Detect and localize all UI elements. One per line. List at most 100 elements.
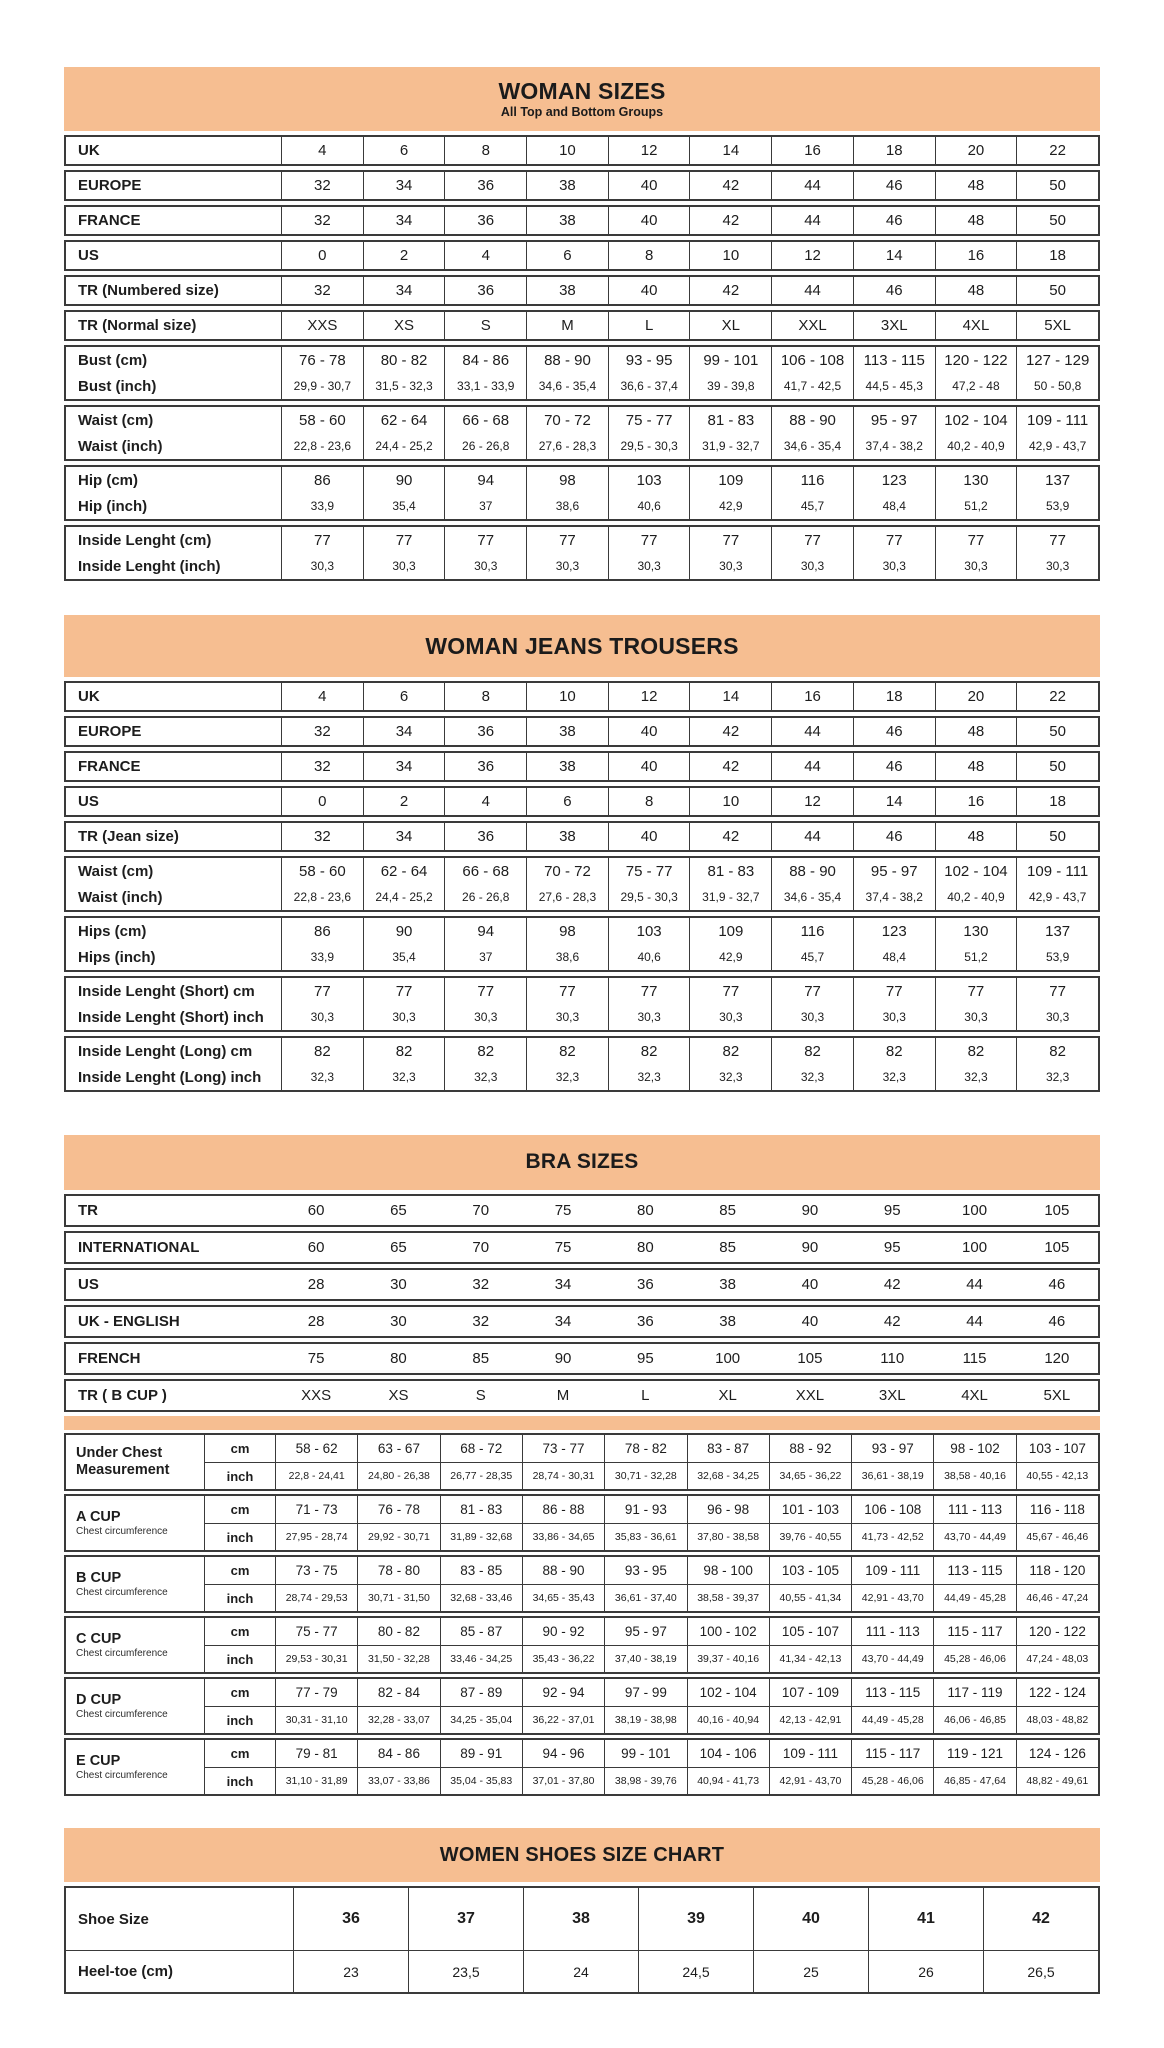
value-cell: 24,4 - 25,2 xyxy=(362,884,445,910)
value-cell: 10 xyxy=(689,788,771,815)
value-cell: 32,3 xyxy=(444,1064,526,1090)
value-cell: 90 xyxy=(362,918,445,944)
value-cell: 4 xyxy=(444,788,526,815)
value-cell: 53,9 xyxy=(1016,944,1098,970)
cup-row-group: Under Chest Measurement cm 58 - 62 63 - 67 6… xyxy=(64,1433,1100,1491)
row-label: TR (Jean size) xyxy=(78,828,179,845)
value-cell: 77 xyxy=(1016,978,1098,1004)
value-cell: 48 xyxy=(934,823,1017,850)
value-cell: 99 - 101 xyxy=(689,347,771,373)
value-cell: 33,1 - 33,9 xyxy=(444,373,526,399)
value-cell: 42,91 - 43,70 xyxy=(768,1767,852,1794)
value-cell: 33,07 - 33,86 xyxy=(357,1767,440,1794)
row-label: TR ( B CUP ) xyxy=(78,1387,167,1404)
value-cell: 65 xyxy=(390,1239,407,1256)
value-cell: 34 xyxy=(362,823,445,850)
value-cell: 18 xyxy=(852,137,935,164)
value-cell: 22,8 - 23,6 xyxy=(281,884,363,910)
value-cell: 37,80 - 38,58 xyxy=(686,1523,769,1550)
value-cell: 123 xyxy=(852,918,935,944)
value-cell: 44 xyxy=(771,207,853,234)
value-cell: 40 xyxy=(607,823,690,850)
value-cell: 50 xyxy=(1016,277,1098,304)
value-cell: 113 - 115 xyxy=(933,1557,1015,1584)
value-cell: 79 - 81 xyxy=(275,1740,357,1767)
value-cell: 32,3 xyxy=(607,1064,690,1090)
value-cell: 34,6 - 35,4 xyxy=(771,433,853,459)
row-label: UK xyxy=(78,142,100,159)
value-cell: 48,4 xyxy=(852,944,935,970)
value-cell: 96 - 98 xyxy=(686,1496,769,1523)
value-cell: 87 - 89 xyxy=(439,1679,522,1706)
value-cell: 27,6 - 28,3 xyxy=(526,433,608,459)
value-cell: 76 - 78 xyxy=(357,1496,439,1523)
value-cell: 82 xyxy=(689,1038,771,1064)
value-cell: 36 xyxy=(444,207,526,234)
value-cell: 58 - 60 xyxy=(281,858,363,884)
value-cell: 34 xyxy=(362,277,445,304)
table-row-group: TR (Jean size) 32 34 36 38 40 42 44 46 48 50 xyxy=(64,821,1100,852)
value-cell: 40 xyxy=(801,1276,819,1293)
unit-label: inch xyxy=(204,1584,275,1611)
bra-section-divider xyxy=(64,1416,1100,1430)
value-cell: 109 - 111 xyxy=(1016,407,1098,433)
value-cell: 80 - 82 xyxy=(362,347,445,373)
value-cell: 30,3 xyxy=(689,553,771,579)
table-row-group: TR (Normal size) XXS XS S M L XL XXL 3XL 4XL 5XL xyxy=(64,310,1100,341)
value-cell: 43,70 - 44,49 xyxy=(851,1645,934,1672)
value-cell: 82 xyxy=(852,1038,935,1064)
value-cell: 71 - 73 xyxy=(275,1496,357,1523)
value-cell: 26,77 - 28,35 xyxy=(439,1462,522,1489)
value-cell: 23,5 xyxy=(408,1950,523,1992)
value-cell: 90 xyxy=(362,467,445,493)
unit-label: inch xyxy=(204,1767,275,1794)
value-cell: 38,58 - 39,37 xyxy=(686,1584,769,1611)
value-cell: 3XL xyxy=(878,1387,906,1404)
value-cell: 70 xyxy=(472,1202,490,1219)
value-cell: 31,89 - 32,68 xyxy=(439,1523,522,1550)
value-cell: 33,9 xyxy=(281,493,363,519)
value-cell: 111 - 113 xyxy=(851,1618,933,1645)
value-cell: 34 xyxy=(362,718,445,745)
value-cell: 41,34 - 42,13 xyxy=(768,1645,852,1672)
shoes-row-group: Shoe Size 36 37 38 39 40 41 42 Heel-toe (cm) 23 23… xyxy=(64,1886,1100,1994)
value-cell: 23 xyxy=(293,1950,408,1992)
value-cell: 40,2 - 40,9 xyxy=(934,433,1017,459)
value-cell: 33,9 xyxy=(281,944,363,970)
value-cell: 42,9 xyxy=(689,944,771,970)
value-cell: 98 xyxy=(526,467,608,493)
value-cell: 4 xyxy=(444,242,526,269)
value-cell: 101 - 103 xyxy=(768,1496,851,1523)
cup-label: A CUP Chest circumference xyxy=(66,1496,204,1550)
value-cell: 30,3 xyxy=(1016,1004,1098,1030)
value-cell: 26 - 26,8 xyxy=(444,433,526,459)
value-cell: 130 xyxy=(934,918,1017,944)
value-cell: 73 - 77 xyxy=(521,1435,604,1462)
row-label: Inside Lenght (Short) inch xyxy=(78,1008,264,1026)
value-cell: 36 xyxy=(444,172,526,199)
value-cell: 90 - 92 xyxy=(521,1618,604,1645)
value-cell: 30,3 xyxy=(1016,553,1098,579)
table-title: WOMAN JEANS TROUSERS xyxy=(425,632,739,659)
row-label: Inside Lenght (Short) cm xyxy=(78,982,255,1000)
table-row-group: Waist (cm) 58 - 60 62 - 64 66 - 68 70 - 72 75… xyxy=(64,856,1100,912)
value-cell: 16 xyxy=(934,788,1017,815)
value-cell: 31,9 - 32,7 xyxy=(689,433,771,459)
value-cell: 2 xyxy=(362,788,445,815)
value-cell: 29,92 - 30,71 xyxy=(357,1523,440,1550)
value-cell: 38 xyxy=(526,172,608,199)
value-cell: 32 xyxy=(281,207,363,234)
table-row-group: US 0 2 4 6 8 10 12 14 16 18 xyxy=(64,240,1100,271)
value-cell: 82 xyxy=(444,1038,526,1064)
value-cell: 40,6 xyxy=(607,944,690,970)
value-cell: 35,04 - 35,83 xyxy=(439,1767,522,1794)
value-cell: 30,3 xyxy=(281,1004,363,1030)
value-cell: 94 xyxy=(444,467,526,493)
table-row-group: Bust (cm) 76 - 78 80 - 82 84 - 86 88 - 90 93 … xyxy=(64,345,1100,401)
value-cell: 98 - 102 xyxy=(933,1435,1015,1462)
value-cell: 88 - 90 xyxy=(521,1557,604,1584)
value-cell: 32,3 xyxy=(934,1064,1017,1090)
value-cell: 12 xyxy=(771,242,853,269)
value-cell: 6 xyxy=(362,137,445,164)
cup-sublabel-text: Chest circumference xyxy=(76,1770,168,1782)
